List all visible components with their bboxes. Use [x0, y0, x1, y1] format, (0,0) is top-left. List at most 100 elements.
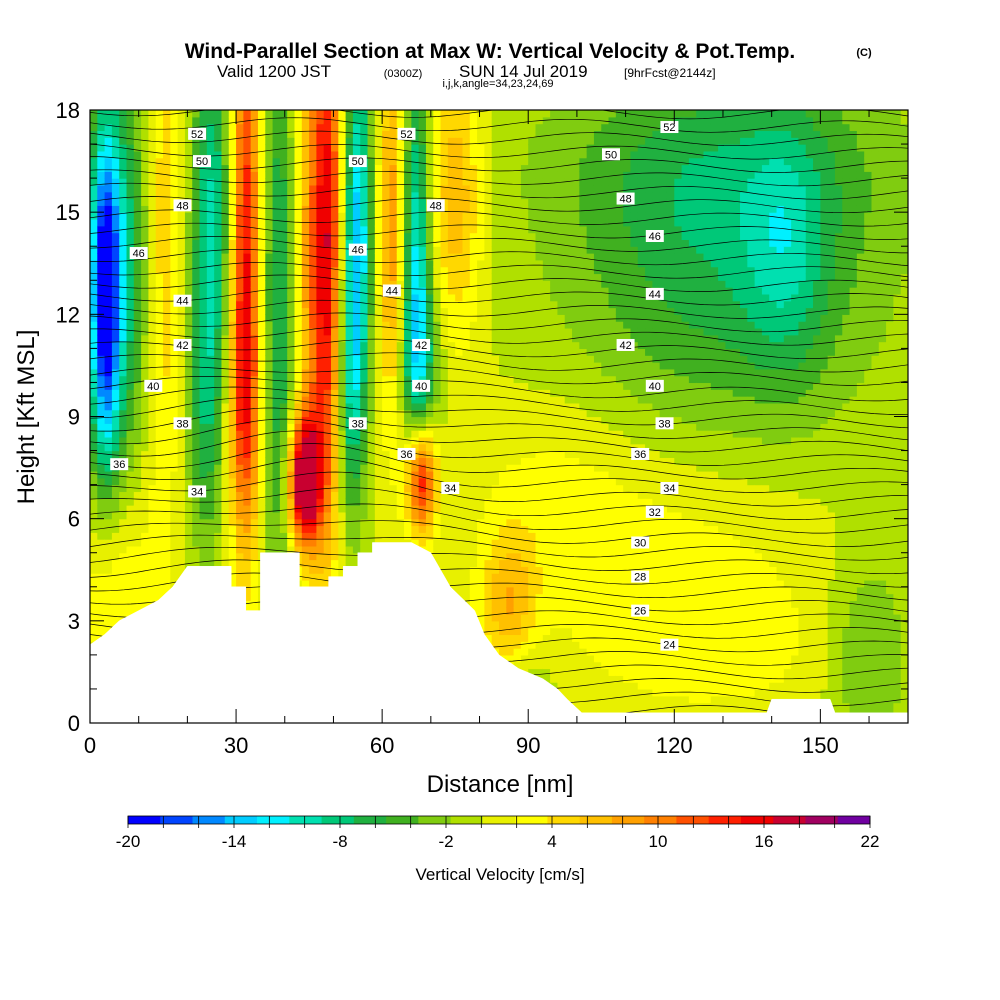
velocity-cell — [90, 375, 98, 384]
velocity-cell — [396, 293, 405, 302]
velocity-cell — [294, 130, 303, 138]
velocity-cell — [301, 511, 310, 520]
velocity-cell — [272, 116, 281, 125]
velocity-cell — [250, 327, 259, 336]
velocity-cell — [265, 532, 274, 540]
velocity-cell — [491, 559, 500, 567]
velocity-cell — [404, 205, 412, 213]
velocity-cell — [338, 293, 347, 302]
velocity-cell — [294, 511, 303, 520]
velocity-cell — [214, 314, 223, 322]
velocity-cell — [272, 314, 281, 322]
velocity-cell — [484, 634, 493, 642]
velocity-cell — [469, 232, 478, 241]
velocity-cell — [177, 389, 186, 397]
velocity-cell — [396, 362, 405, 370]
velocity-cell — [184, 178, 193, 186]
velocity-cell — [250, 579, 259, 588]
velocity-cell — [447, 110, 456, 118]
velocity-cell — [272, 355, 281, 363]
velocity-cell — [170, 396, 179, 404]
velocity-cell — [352, 130, 361, 138]
velocity-cell — [243, 579, 252, 588]
velocity-cell — [221, 164, 230, 172]
velocity-cell — [287, 518, 296, 527]
velocity-cell — [455, 273, 464, 281]
velocity-cell — [404, 287, 412, 295]
velocity-cell — [404, 144, 412, 152]
velocity-cell — [447, 416, 456, 424]
velocity-cell — [104, 259, 113, 268]
velocity-cell — [404, 184, 412, 193]
velocity-cell — [119, 518, 128, 527]
velocity-cell — [279, 464, 288, 472]
velocity-cell — [148, 348, 157, 356]
velocity-cell — [418, 239, 427, 247]
velocity-cell — [250, 586, 259, 595]
velocity-cell — [126, 573, 135, 581]
velocity-cell — [214, 402, 223, 411]
velocity-cell — [360, 539, 369, 547]
velocity-cell — [104, 300, 113, 309]
velocity-cell — [287, 110, 296, 118]
velocity-cell — [97, 157, 106, 166]
velocity-cell — [97, 327, 106, 336]
velocity-cell — [206, 110, 215, 118]
velocity-cell — [360, 368, 369, 377]
velocity-cell — [389, 498, 398, 506]
velocity-cell — [484, 484, 493, 493]
velocity-cell — [257, 164, 266, 172]
velocity-cell — [309, 382, 318, 390]
velocity-cell — [396, 273, 405, 281]
velocity-cell — [214, 341, 223, 349]
velocity-cell — [316, 293, 325, 302]
velocity-cell — [462, 559, 471, 567]
velocity-cell — [352, 436, 361, 445]
velocity-cell — [352, 505, 361, 513]
velocity-cell — [331, 511, 339, 520]
velocity-cell — [206, 443, 215, 452]
velocity-cell — [455, 123, 464, 132]
velocity-cell — [163, 586, 171, 595]
velocity-cell — [279, 402, 288, 411]
velocity-cell — [133, 559, 142, 567]
velocity-cell — [404, 402, 412, 411]
velocity-cell — [192, 532, 201, 540]
velocity-cell — [111, 232, 120, 241]
velocity-cell — [484, 137, 493, 145]
velocity-cell — [433, 110, 442, 118]
velocity-cell — [163, 157, 171, 166]
velocity-cell — [462, 150, 471, 159]
velocity-cell — [382, 321, 391, 329]
velocity-cell — [477, 341, 485, 349]
velocity-cell — [141, 232, 150, 241]
velocity-cell — [228, 545, 237, 554]
velocity-cell — [170, 123, 179, 132]
velocity-cell — [331, 436, 339, 445]
velocity-cell — [163, 436, 171, 445]
velocity-cell — [433, 232, 442, 241]
velocity-cell — [287, 430, 296, 438]
velocity-cell — [141, 545, 150, 554]
velocity-cell — [104, 362, 113, 370]
velocity-cell — [148, 511, 157, 520]
velocity-cell — [433, 164, 442, 172]
velocity-cell — [170, 334, 179, 343]
velocity-cell — [243, 232, 252, 241]
velocity-cell — [97, 457, 106, 465]
velocity-cell — [141, 225, 150, 234]
velocity-cell — [155, 314, 164, 322]
velocity-cell — [279, 511, 288, 520]
velocity-cell — [206, 423, 215, 431]
velocity-cell — [389, 300, 398, 309]
velocity-cell — [462, 314, 471, 322]
velocity-cell — [411, 198, 420, 206]
velocity-cell — [199, 164, 208, 172]
velocity-cell — [469, 423, 478, 431]
velocity-cell — [294, 266, 303, 275]
velocity-cell — [228, 443, 237, 452]
velocity-cell — [447, 423, 456, 431]
velocity-cell — [250, 518, 259, 527]
velocity-cell — [469, 443, 478, 452]
velocity-cell — [148, 477, 157, 486]
